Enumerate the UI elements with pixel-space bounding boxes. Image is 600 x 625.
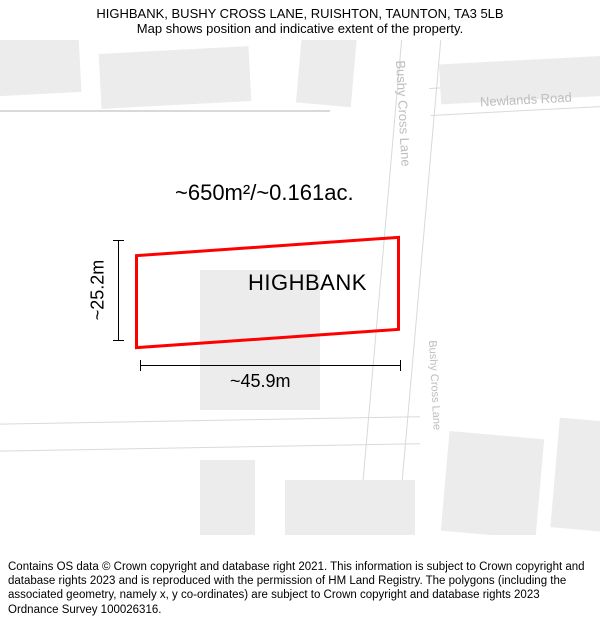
road-lower — [0, 416, 420, 452]
building-2 — [296, 40, 359, 107]
dim-cap — [140, 360, 141, 371]
property-name-label: HIGHBANK — [248, 270, 367, 296]
road-upper-edge — [0, 110, 330, 112]
road-label-bushy-lower: Bushy Cross Lane — [426, 340, 443, 430]
dim-cap — [113, 240, 124, 241]
building-1 — [99, 46, 252, 109]
dim-line-width — [140, 365, 400, 366]
page-title: HIGHBANK, BUSHY CROSS LANE, RUISHTON, TA… — [10, 6, 590, 21]
building-8 — [550, 418, 600, 533]
building-6 — [285, 480, 415, 535]
building-5 — [200, 460, 255, 535]
building-0 — [0, 40, 81, 98]
width-label: ~45.9m — [230, 371, 291, 392]
copyright-footer: Contains OS data © Crown copyright and d… — [0, 554, 600, 625]
area-label: ~650m²/~0.161ac. — [175, 180, 354, 206]
map-canvas: ~650m²/~0.161ac. HIGHBANK ~25.2m ~45.9m Bush… — [0, 40, 600, 535]
dim-cap — [113, 340, 124, 341]
page: HIGHBANK, BUSHY CROSS LANE, RUISHTON, TA… — [0, 0, 600, 625]
building-7 — [441, 431, 544, 535]
page-subtitle: Map shows position and indicative extent… — [10, 21, 590, 36]
dim-line-height — [118, 240, 119, 340]
dim-cap — [400, 360, 401, 371]
height-label: ~25.2m — [88, 260, 109, 321]
header: HIGHBANK, BUSHY CROSS LANE, RUISHTON, TA… — [0, 0, 600, 38]
